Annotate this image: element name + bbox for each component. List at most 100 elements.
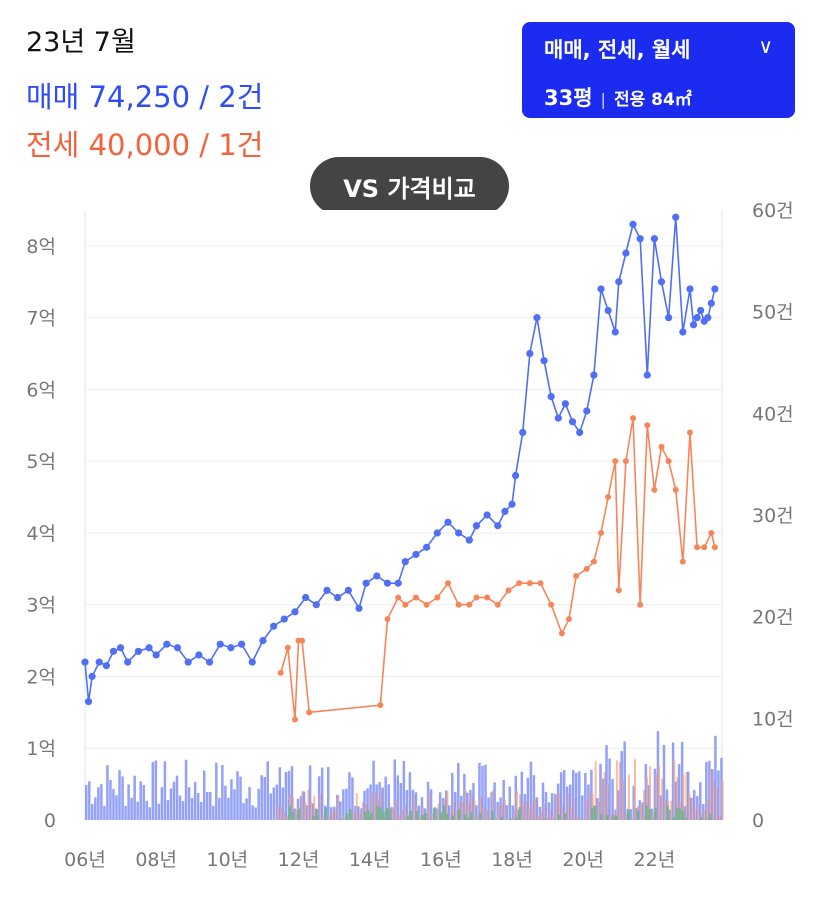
jeonse-volume-bar: [370, 792, 373, 820]
jeonse-volume-bar: [691, 798, 694, 820]
jeonse-volume-bar: [570, 807, 573, 820]
sale-volume-bar: [275, 784, 279, 820]
jeonse-volume-bar: [703, 810, 706, 820]
jeonse-volume-bar: [585, 800, 588, 820]
sale-point: [707, 299, 715, 307]
wolse-volume-bar: [612, 816, 615, 820]
sale-volume-bar: [127, 784, 130, 820]
sale-volume-bar: [417, 805, 421, 820]
sale-volume-bar: [623, 741, 626, 820]
sale-volume-bar: [169, 788, 173, 820]
wolse-volume-bar: [445, 813, 448, 820]
jeonse-volume-bar: [513, 810, 516, 820]
sale-volume-bar: [647, 785, 651, 820]
sale-volume-bar: [215, 762, 218, 820]
jeonse-point: [622, 458, 629, 465]
wolse-volume-bar: [421, 814, 424, 820]
sale-point: [636, 235, 644, 243]
sale-volume-bar: [538, 806, 542, 820]
jeonse-volume-bar: [313, 795, 316, 820]
sale-volume-bar: [487, 797, 490, 820]
jeonse-point: [658, 443, 665, 450]
wolse-volume-bar: [442, 805, 445, 820]
pyeong-label: 33평: [544, 86, 593, 110]
sale-volume-bar: [602, 778, 605, 820]
sale-volume-bar: [160, 787, 164, 820]
sale-volume-bar: [608, 758, 611, 820]
sale-volume-bar: [714, 735, 717, 820]
sale-point: [615, 278, 623, 286]
x-tick-label: 22년: [634, 849, 676, 871]
sale-point: [81, 658, 89, 666]
sale-volume-bar: [420, 797, 424, 820]
wolse-volume-bar: [297, 808, 300, 820]
sale-point: [643, 371, 651, 379]
sale-point: [511, 471, 520, 480]
sale-volume-bar: [121, 776, 124, 820]
wolse-volume-bar: [542, 818, 545, 820]
wolse-volume-bar: [291, 811, 294, 820]
sale-volume-bar: [85, 784, 88, 820]
jeonse-point: [583, 565, 590, 572]
wolse-volume-bar: [376, 806, 379, 820]
jeonse-volume-bar: [334, 809, 337, 820]
x-tick-label: 16년: [420, 849, 462, 871]
sale-volume-bar: [190, 798, 194, 820]
jeonse-volume-bar: [304, 802, 307, 820]
wolse-volume-bar: [509, 818, 512, 820]
y2-tick-label: 20건: [752, 607, 794, 629]
jeonse-point: [299, 637, 306, 644]
wolse-volume-bar: [675, 807, 678, 820]
chart-grid: [84, 210, 723, 820]
sale-volume-bar: [175, 775, 179, 820]
sale-volume-bar: [115, 795, 118, 820]
sale-volume-bar: [596, 798, 599, 820]
sale-volume-bar: [438, 792, 442, 820]
jeonse-point: [284, 644, 291, 651]
sale-volume-bar: [187, 787, 191, 820]
jeonse-volume-bar: [413, 794, 416, 820]
sale-volume-bar: [263, 776, 266, 820]
sale-volume-bar: [254, 807, 257, 820]
sale-point: [576, 428, 584, 437]
wolse-volume-bar: [424, 813, 427, 820]
sale-point: [291, 608, 299, 616]
jeonse-volume-bar: [470, 794, 473, 820]
sale-point: [412, 550, 420, 559]
wolse-volume-bar: [379, 807, 382, 820]
sale-point: [590, 371, 598, 379]
sale-point: [519, 428, 527, 437]
jeonse-point: [573, 573, 580, 579]
jeonse-point: [644, 422, 651, 429]
selected-month: 23년 7월: [26, 27, 136, 58]
wolse-volume-bar: [452, 815, 455, 820]
jeonse-volume-bar: [310, 802, 313, 820]
jeonse-point: [672, 486, 679, 493]
jeonse-volume-bar: [661, 778, 664, 820]
jeonse-volume-bar: [476, 815, 479, 820]
jeonse-volume-bar: [355, 793, 358, 820]
jeonse-volume-bar: [404, 804, 407, 820]
wolse-volume-bar: [415, 811, 418, 820]
jeonse-point: [526, 580, 533, 587]
wolse-volume-bar: [382, 811, 385, 820]
trade-filter-button[interactable]: 매매, 전세, 월세 ∨ 33평 | 전용 84㎡: [522, 22, 795, 118]
y2-tick-label: 0: [752, 810, 764, 832]
sale-volume-bar: [178, 795, 182, 820]
sale-point: [597, 285, 605, 293]
price-compare-button[interactable]: VS 가격비교: [310, 157, 509, 215]
sale-volume-bar: [320, 767, 324, 820]
y-tick-label: 0: [44, 810, 56, 832]
sale-point: [344, 586, 352, 594]
sale-point: [672, 213, 680, 221]
jeonse-point: [412, 594, 419, 601]
sale-point: [423, 543, 431, 551]
sale-volume-bar: [257, 788, 260, 820]
sale-point: [508, 500, 516, 508]
sale-point: [124, 658, 132, 666]
chevron-down-icon: ∨: [758, 34, 773, 58]
y2-tick-label: 40건: [752, 403, 794, 425]
jeonse-point: [637, 601, 644, 608]
sale-volume-bar: [281, 787, 285, 820]
